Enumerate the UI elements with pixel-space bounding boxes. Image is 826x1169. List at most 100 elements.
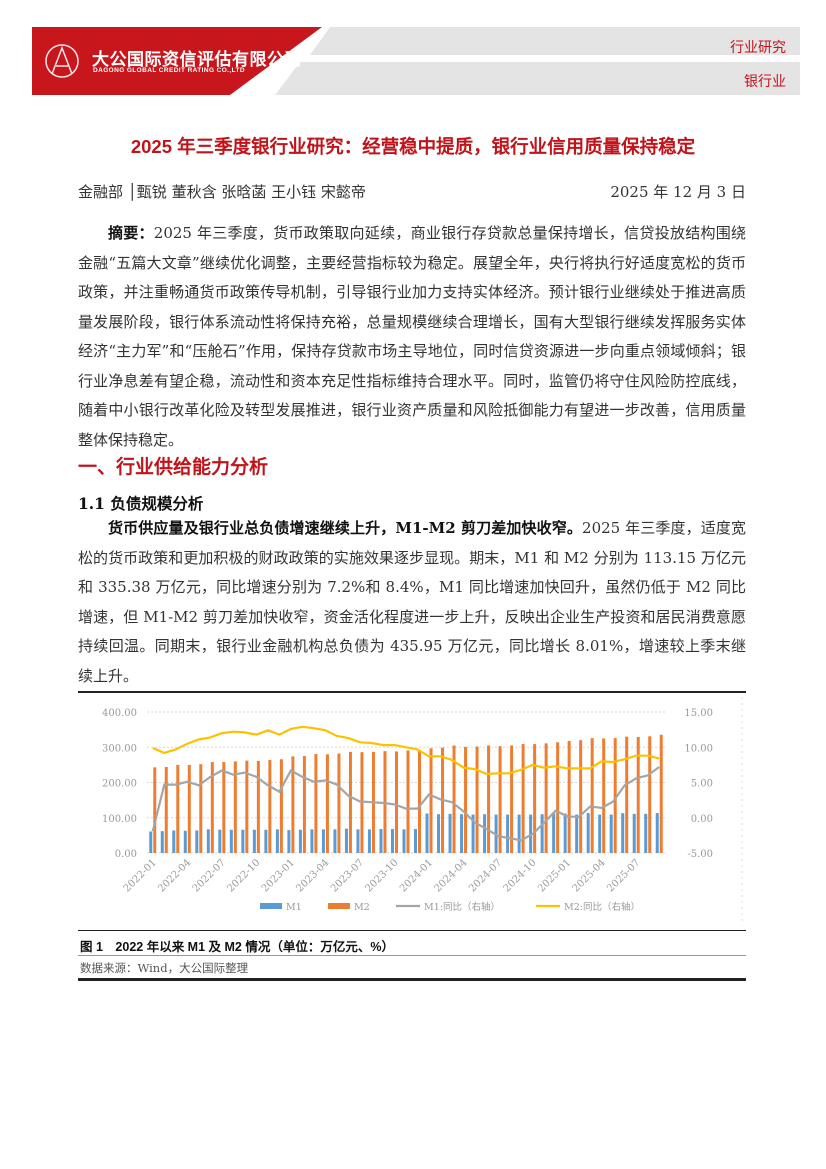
- m1-bar: [540, 814, 544, 853]
- report-date: 2025 年 12 月 3 日: [610, 183, 746, 201]
- m2-bar: [279, 759, 283, 853]
- right-axis-tick-label: 5.00: [691, 779, 713, 790]
- m1-bar: [356, 829, 360, 853]
- m1-bar: [287, 830, 291, 853]
- legend-label: M2: [354, 902, 370, 913]
- m2-bar: [187, 764, 191, 853]
- m1-bar: [609, 814, 613, 853]
- company-name-cn: 大公国际资信评估有限公司: [92, 50, 302, 69]
- figure-top-rule: [78, 691, 746, 693]
- m1-yoy-line: [151, 766, 660, 842]
- section-heading: 一、行业供给能力分析: [78, 457, 269, 478]
- m2-bar: [521, 744, 525, 853]
- x-axis-tick-label: 2022-01: [122, 857, 159, 894]
- m2-bar: [210, 762, 214, 853]
- m1-bar: [183, 830, 187, 853]
- m1-bar: [471, 814, 475, 853]
- m1-bar: [390, 829, 394, 853]
- m1-bar: [632, 813, 636, 853]
- x-axis-tick-label: 2024-01: [398, 857, 435, 894]
- x-axis-tick-label: 2023-04: [294, 857, 331, 894]
- m1-bar: [367, 829, 371, 853]
- m2-bar: [153, 767, 157, 853]
- m1-bar: [517, 814, 521, 853]
- authors: 金融部 │甄锐 董秋含 张晗菡 王小钰 宋懿帝: [78, 183, 366, 201]
- m1-bar: [344, 828, 348, 853]
- m2-bar: [636, 737, 640, 853]
- left-axis-tick-label: 200.00: [102, 779, 137, 790]
- m1-bar: [460, 814, 464, 853]
- right-axis-tick-label: -5.00: [687, 849, 713, 860]
- m2-bar: [452, 745, 456, 853]
- m2-bar: [418, 750, 422, 853]
- header-banner: [32, 27, 800, 95]
- m2-bar: [602, 738, 606, 853]
- x-axis-tick-label: 2023-01: [260, 857, 297, 894]
- left-axis-tick-label: 0.00: [115, 849, 137, 860]
- m2-bar: [556, 742, 560, 853]
- m2-bar: [394, 751, 398, 853]
- m1-bar: [298, 829, 302, 853]
- m2-bar: [268, 759, 272, 853]
- m1-bar: [195, 830, 199, 853]
- m2-bar: [590, 738, 594, 853]
- x-axis-tick-label: 2025-07: [605, 857, 642, 894]
- m1-bar: [621, 813, 625, 853]
- m1-bar: [437, 814, 441, 853]
- m1-bar: [149, 831, 153, 853]
- m2-bar: [498, 746, 502, 853]
- m2-bar: [245, 760, 249, 853]
- m2-bar: [348, 751, 352, 853]
- x-axis-tick-label: 2024-10: [502, 857, 539, 894]
- m2-bar: [222, 762, 226, 853]
- legend-swatch: [260, 903, 282, 909]
- m2-bar: [625, 736, 629, 853]
- legend-label: M2:同比（右轴）: [564, 901, 640, 913]
- x-axis-tick-label: 2023-07: [329, 857, 366, 894]
- m2-bar: [567, 740, 571, 853]
- m2-bar: [429, 748, 433, 853]
- m2-bar: [406, 750, 410, 853]
- m1-bar: [310, 829, 314, 853]
- caption-top-rule: [78, 930, 746, 931]
- legend-label: M1:同比（右轴）: [424, 901, 500, 913]
- m2-bar: [464, 746, 468, 853]
- m2-bar: [613, 738, 617, 853]
- figure-caption: 图 1 2022 年以来 M1 及 M2 情况（单位：万亿元、%）: [80, 940, 394, 954]
- figure-bottom-rule: [78, 978, 746, 981]
- x-axis-tick-label: 2022-04: [156, 857, 193, 894]
- x-axis-tick-label: 2022-07: [191, 857, 228, 894]
- report-title: 2025 年三季度银行业研究：经营稳中提质，银行业信用质量保持稳定: [130, 136, 696, 157]
- m1-bar: [402, 829, 406, 853]
- m2-bar: [475, 746, 479, 853]
- m1-bar: [563, 813, 567, 853]
- m2-bar: [199, 764, 203, 853]
- x-axis-tick-label: 2023-10: [363, 857, 400, 894]
- m1-bar: [655, 813, 659, 853]
- category-tag: 行业研究: [730, 39, 786, 55]
- x-axis-tick-label: 2025-01: [536, 857, 573, 894]
- m2-bar: [256, 760, 260, 853]
- m1-bar: [586, 813, 590, 853]
- left-axis-tick-label: 400.00: [102, 708, 137, 719]
- m1-bar: [448, 813, 452, 853]
- left-axis-tick-label: 100.00: [102, 814, 137, 825]
- summary-paragraph: 摘要：2025 年三季度，货币政策取向延续，商业银行存贷款总量保持增长，信贷投放…: [78, 219, 746, 455]
- m1-bar: [598, 814, 602, 853]
- m1-bar: [321, 829, 325, 853]
- legend-swatch: [328, 903, 350, 909]
- m1-bar: [414, 829, 418, 853]
- m2-bar: [164, 766, 168, 853]
- m1-bar: [241, 829, 245, 853]
- m1-bar: [229, 829, 233, 853]
- summary-text: 2025 年三季度，货币政策取向延续，商业银行存贷款总量保持增长，信贷投放结构围…: [78, 224, 746, 449]
- m1-bar: [172, 830, 176, 853]
- m2-bar: [233, 761, 237, 853]
- m2-bar: [314, 753, 318, 853]
- m1-bar: [160, 831, 164, 853]
- m2-bar: [659, 734, 663, 853]
- left-axis-tick-label: 300.00: [102, 743, 137, 754]
- caption-rule: [78, 955, 746, 956]
- body-paragraph: 货币供应量及银行业总负债增速继续上升，M1-M2 剪刀差加快收窄。2025 年三…: [78, 514, 746, 691]
- right-axis-tick-label: 15.00: [684, 708, 713, 719]
